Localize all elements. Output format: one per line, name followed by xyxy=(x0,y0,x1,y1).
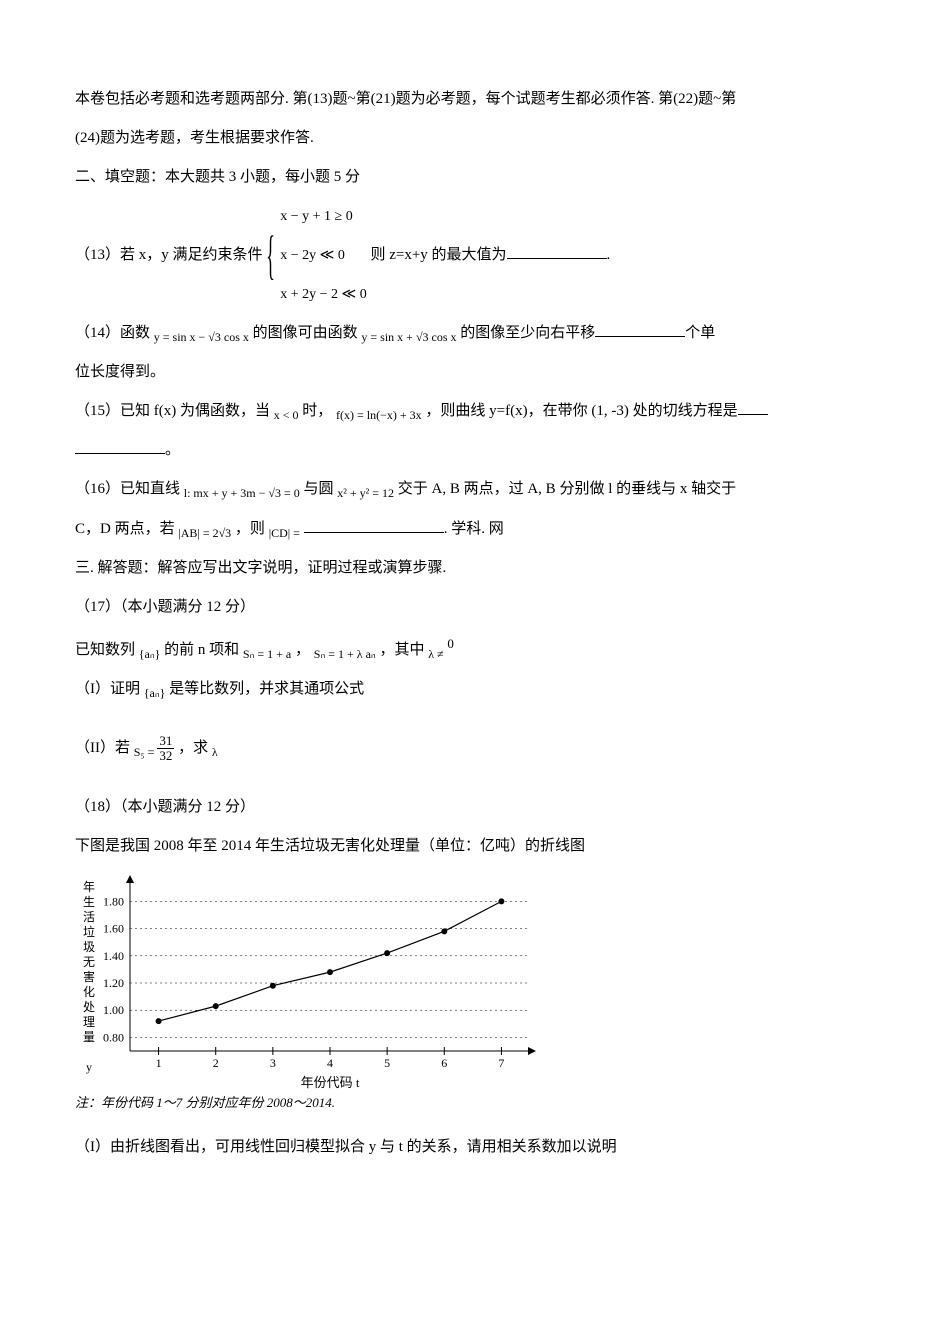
q13-blank xyxy=(507,243,607,259)
intro-line-2: (24)题为选考题，考生根据要求作答. xyxy=(75,119,875,158)
q17-p1d: ，其中 xyxy=(379,642,424,658)
q16-blank xyxy=(304,517,444,533)
q17-title: （17）（本小题满分 12 分） xyxy=(75,588,875,627)
svg-text:1.60: 1.60 xyxy=(103,922,124,936)
q17-sn2: Sₙ = 1 + λ aₙ xyxy=(314,647,376,661)
question-14-line1: （14）函数 y = sin x − √3 cos x 的图像可由函数 y = … xyxy=(75,314,875,353)
svg-text:1.00: 1.00 xyxy=(103,1004,124,1018)
section-3-title: 三. 解答题：解答应写出文字说明，证明过程或演算步骤. xyxy=(75,549,875,588)
q14-p2: 的图像可由函数 xyxy=(253,325,358,341)
q13-c1: x − y + 1 ≥ 0 xyxy=(280,209,352,224)
q17-p1a: 已知数列 xyxy=(75,642,135,658)
section-2-title: 二、填空题：本大题共 3 小题，每小题 5 分 xyxy=(75,158,875,197)
q17-s5: S₅ = xyxy=(134,745,158,759)
question-16-line1: （16）已知直线 l: mx + y + 3m − √3 = 0 与圆 x² +… xyxy=(75,470,875,509)
q16-ab: |AB| = 2√3 xyxy=(178,526,231,540)
q17-part2a: （II）若 xyxy=(75,740,130,756)
svg-text:生: 生 xyxy=(83,895,95,909)
q17-body: 已知数列 {aₙ} 的前 n 项和 Sₙ = 1 + a ， Sₙ = 1 + … xyxy=(75,627,875,670)
q17-lam2: λ xyxy=(212,745,218,759)
svg-text:1: 1 xyxy=(156,1056,162,1070)
q16-p4: C，D 两点，若 xyxy=(75,521,175,537)
svg-text:5: 5 xyxy=(384,1056,390,1070)
q13-c3: x + 2y − 2 ≪ 0 xyxy=(280,287,366,302)
svg-text:害: 害 xyxy=(83,969,95,984)
q15-tail: 。 xyxy=(165,442,180,458)
q18-part1: （I）由折线图看出，可用线性回归模型拟合 y 与 t 的关系，请用相关系数加以说… xyxy=(75,1128,875,1167)
q13-c2: x − 2y ≪ 0 xyxy=(280,248,345,263)
svg-text:4: 4 xyxy=(327,1056,333,1070)
q14-f1: y = sin x − √3 cos x xyxy=(154,330,249,344)
chart-note: 注：年份代码 1～7 分别对应年份 2008～2014. xyxy=(75,1093,875,1113)
svg-text:7: 7 xyxy=(498,1056,504,1070)
question-14-line2: 位长度得到。 xyxy=(75,353,875,392)
q15-p1: （15）已知 f(x) 为偶函数，当 xyxy=(75,403,270,419)
svg-text:2: 2 xyxy=(213,1056,219,1070)
svg-text:年: 年 xyxy=(83,880,95,894)
q14-p3: 的图像至少向右平移 xyxy=(460,325,595,341)
svg-text:化: 化 xyxy=(83,985,95,999)
svg-text:圾: 圾 xyxy=(83,940,95,954)
q18-desc: 下图是我国 2008 年至 2014 年生活垃圾无害化处理量（单位：亿吨）的折线… xyxy=(75,827,875,866)
q17-part1: （I）证明 {aₙ} 是等比数列，并求其通项公式 xyxy=(75,670,875,709)
svg-text:3: 3 xyxy=(270,1056,276,1070)
svg-text:1.20: 1.20 xyxy=(103,976,124,990)
svg-text:无: 无 xyxy=(83,955,95,969)
q16-cd: |CD| = xyxy=(269,526,300,540)
q15-fx: f(x) = ln(−x) + 3x xyxy=(336,408,422,422)
q17-part1b: 是等比数列，并求其通项公式 xyxy=(169,681,364,697)
svg-text:活: 活 xyxy=(83,910,95,924)
q13-mid: 则 z=x+y 的最大值为 xyxy=(370,247,506,263)
q15-p3: ，则曲线 y=f(x)，在带你 (1, -3) 处的切线方程是 xyxy=(425,403,737,419)
q17-part1a: （I）证明 xyxy=(75,681,140,697)
q14-blank xyxy=(595,321,685,337)
svg-text:y: y xyxy=(86,1060,92,1074)
q16-p5: ，则 xyxy=(235,521,265,537)
question-15-line2: 。 xyxy=(75,431,875,470)
q17-sn1: Sₙ = 1 + a xyxy=(243,647,291,661)
svg-text:1.40: 1.40 xyxy=(103,949,124,963)
q14-f2: y = sin x + √3 cos x xyxy=(361,330,456,344)
q14-p1: （14）函数 xyxy=(75,325,150,341)
q16-p1: （16）已知直线 xyxy=(75,481,180,497)
svg-text:量: 量 xyxy=(83,1030,95,1044)
q15-cond: x < 0 xyxy=(274,408,299,422)
q17-den: 32 xyxy=(157,749,174,763)
svg-text:垃: 垃 xyxy=(83,924,95,939)
q13-tail: . xyxy=(607,247,611,263)
question-13: （13）若 x，y 满足约束条件 x − y + 1 ≥ 0 x − 2y ≪ … xyxy=(75,197,875,314)
q15-blank xyxy=(75,438,165,454)
q18-title: （18）（本小题满分 12 分） xyxy=(75,788,875,827)
svg-text:处: 处 xyxy=(83,1000,95,1014)
q16-circle-eq: x² + y² = 12 xyxy=(337,486,394,500)
intro-line-1: 本卷包括必考题和选考题两部分. 第(13)题~第(21)题为必考题，每个试题考生… xyxy=(75,80,875,119)
q17-num: 31 xyxy=(157,734,174,749)
q17-frac: 3132 xyxy=(157,734,174,764)
svg-text:理: 理 xyxy=(83,1015,95,1029)
q17-p1b: 的前 n 项和 xyxy=(164,642,239,658)
q15-blank-inline xyxy=(738,399,768,415)
q13-constraints: x − y + 1 ≥ 0 x − 2y ≪ 0 x + 2y − 2 ≪ 0 xyxy=(266,197,366,314)
q17-an: {aₙ} xyxy=(139,647,161,661)
q17-zero: 0 xyxy=(447,636,454,651)
q17-an2: {aₙ} xyxy=(144,686,166,700)
question-15-line1: （15）已知 f(x) 为偶函数，当 x < 0 时， f(x) = ln(−x… xyxy=(75,392,875,431)
q17-lam: λ ≠ xyxy=(428,647,443,661)
q14-p4: 个单 xyxy=(685,325,715,341)
q16-line-eq: l: mx + y + 3m − √3 = 0 xyxy=(184,486,300,500)
q17-part2b: ，求 xyxy=(178,740,208,756)
q16-p2: 与圆 xyxy=(304,481,334,497)
q16-tail: . 学科. 网 xyxy=(444,521,504,537)
svg-text:6: 6 xyxy=(441,1056,447,1070)
svg-text:0.80: 0.80 xyxy=(103,1031,124,1045)
question-16-line2: C，D 两点，若 |AB| = 2√3 ，则 |CD| = . 学科. 网 xyxy=(75,510,875,549)
q15-p2: 时， xyxy=(302,403,332,419)
line-chart: 0.80 1.00 1.20 1.40 1.60 1.80 1 2 3 4 5 6 7 年份代码 t 年生活… xyxy=(75,871,545,1091)
q17-p1c: ， xyxy=(295,642,310,658)
q16-p3: 交于 A, B 两点，过 A, B 分别做 l 的垂线与 x 轴交于 xyxy=(398,481,736,497)
q13-lead: （13）若 x，y 满足约束条件 xyxy=(75,247,263,263)
svg-text:年份代码 t: 年份代码 t xyxy=(301,1075,360,1090)
svg-text:1.80: 1.80 xyxy=(103,895,124,909)
q17-part2: （II）若 S₅ = 3132 ，求 λ xyxy=(75,729,875,768)
